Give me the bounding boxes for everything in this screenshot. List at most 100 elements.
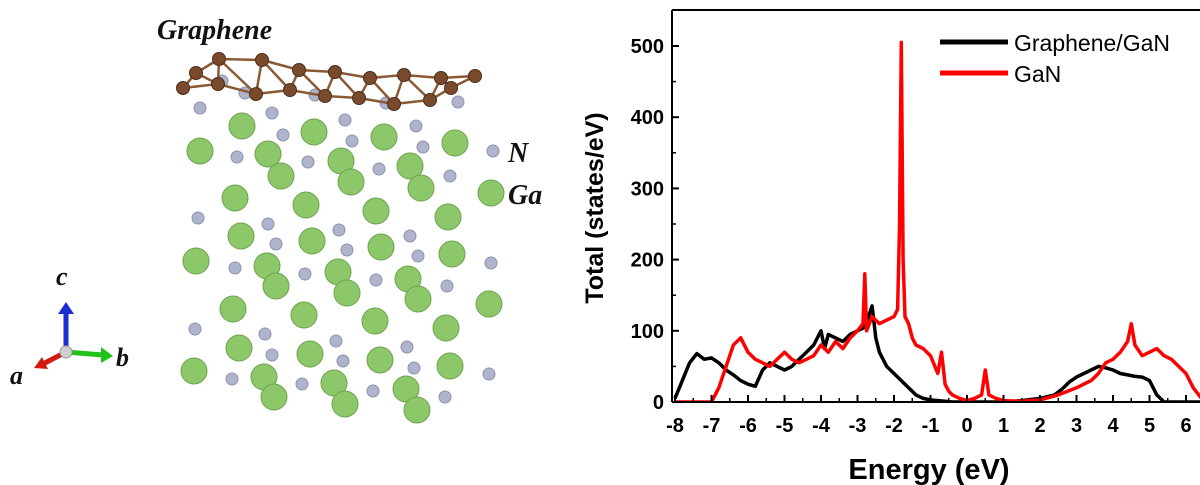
legend-label-graphene-gan: Graphene/GaN xyxy=(1014,30,1170,56)
carbon-atom xyxy=(423,93,437,107)
y-tick-label: 200 xyxy=(631,250,664,272)
x-tick-label: -2 xyxy=(885,415,903,437)
graphene-bond xyxy=(218,57,263,62)
gallium-atom xyxy=(441,129,469,157)
nitrogen-atom xyxy=(484,256,498,270)
axis-b-label: b xyxy=(116,343,129,372)
gallium-atom xyxy=(219,295,247,323)
nitrogen-atom xyxy=(411,249,425,263)
gallium-atom xyxy=(227,222,255,250)
y-tick-label: 500 xyxy=(631,36,664,58)
nitrogen-label: N xyxy=(507,138,530,169)
dos-chart: -8 -7 -6 -5 -4 -3 -2 -1 0 1 2 3 4 5 60100200300400500 … xyxy=(581,9,1200,485)
series-line-graphene-gan xyxy=(673,304,1200,403)
axis-a-label: a xyxy=(10,361,23,390)
gallium-atom xyxy=(477,179,505,207)
gallium-atom xyxy=(221,184,249,212)
nitrogen-atom xyxy=(438,390,452,404)
gallium-atom xyxy=(254,140,282,168)
atomic-structure: Graphene N Ga xyxy=(157,15,542,424)
nitrogen-atom xyxy=(301,155,315,169)
nitrogen-atom xyxy=(340,243,354,257)
x-tick-label: 1 xyxy=(998,415,1009,437)
graphene-bond xyxy=(218,58,257,95)
y-tick-label: 300 xyxy=(631,178,664,200)
nitrogen-atom xyxy=(400,340,414,354)
x-tick-label: 2 xyxy=(1034,415,1045,437)
gallium-atom xyxy=(362,197,390,225)
gallium-atom xyxy=(182,247,210,275)
gallium-atom xyxy=(225,334,253,362)
y-axis-label: Total (states/eV) xyxy=(581,112,609,303)
nitrogen-atom xyxy=(345,134,359,148)
nitrogen-atom xyxy=(295,377,309,391)
carbon-atom xyxy=(328,65,342,79)
gallium-atom xyxy=(267,162,295,190)
x-tick-label: 4 xyxy=(1107,415,1119,437)
x-tick-label: 0 xyxy=(961,415,972,437)
gallium-atom xyxy=(366,346,394,374)
gallium-atom xyxy=(438,240,466,268)
y-tick-label: 100 xyxy=(631,321,664,343)
gallium-atom xyxy=(404,285,432,313)
gallium-atom xyxy=(296,340,324,368)
nitrogen-atom xyxy=(403,229,417,243)
x-tick-label: -3 xyxy=(849,415,867,437)
nitrogen-atom xyxy=(225,372,239,386)
axis-c-label: c xyxy=(56,262,68,291)
gallium-atom xyxy=(434,203,462,231)
gallium-atom xyxy=(436,352,464,380)
nitrogen-atom xyxy=(482,367,496,381)
gallium-atom xyxy=(475,290,503,318)
carbon-atom xyxy=(363,71,377,85)
nitrogen-atom xyxy=(372,162,386,176)
gallium-atom xyxy=(320,369,348,397)
gallium-atom xyxy=(361,307,389,335)
gallium-atom xyxy=(370,123,398,151)
carbon-atom xyxy=(211,77,225,91)
gallium-atom xyxy=(407,174,435,202)
carbon-atom xyxy=(255,53,269,67)
gallium-atom xyxy=(186,137,214,165)
series-layer xyxy=(673,40,1200,403)
y-tick-label: 0 xyxy=(653,392,664,414)
axis-b-arrowhead xyxy=(101,347,113,363)
nitrogen-atom xyxy=(191,211,205,225)
carbon-atom xyxy=(444,81,458,95)
nitrogen-atom xyxy=(269,237,283,251)
nitrogen-atom xyxy=(443,169,457,183)
x-axis-label: Energy (eV) xyxy=(848,454,1009,485)
axis-triad: c b a xyxy=(10,262,129,390)
x-tick-label: 6 xyxy=(1180,415,1191,437)
carbon-atom xyxy=(212,52,226,66)
tick-layer: -8 -7 -6 -5 -4 -3 -2 -1 0 1 2 3 4 5 6 0 100 200 300 400 500 xyxy=(631,36,1192,437)
nitrogen-atom xyxy=(265,106,279,120)
gallium-atom xyxy=(432,314,460,342)
gallium-atom xyxy=(331,390,359,418)
carbon-atom xyxy=(397,68,411,82)
nitrogen-atom xyxy=(298,267,312,281)
gallium-label: Ga xyxy=(508,180,542,211)
gallium-atom xyxy=(337,168,365,196)
carbon-atom xyxy=(318,89,332,103)
x-tick-label: -6 xyxy=(739,415,757,437)
carbon-atom xyxy=(352,91,366,105)
carbon-atom xyxy=(292,63,306,77)
y-tick-label: 400 xyxy=(631,107,664,129)
gallium-atom xyxy=(396,152,424,180)
nitrogen-atom xyxy=(188,322,202,336)
gallium-atom xyxy=(180,357,208,385)
nitrogen-atom xyxy=(409,119,423,133)
carbon-atom xyxy=(176,81,190,95)
x-tick-label: -8 xyxy=(666,415,684,437)
nitrogen-atom xyxy=(366,384,380,398)
x-tick-label: 3 xyxy=(1071,415,1082,437)
nitrogen-atom xyxy=(332,223,346,237)
nitrogen-atom xyxy=(407,361,421,375)
nitrogen-atom xyxy=(329,334,343,348)
gallium-atom xyxy=(300,118,328,146)
carbon-atom xyxy=(387,97,401,111)
carbon-atom xyxy=(283,83,297,97)
axis-a-arrowhead xyxy=(34,357,48,369)
gallium-atom xyxy=(403,396,431,424)
